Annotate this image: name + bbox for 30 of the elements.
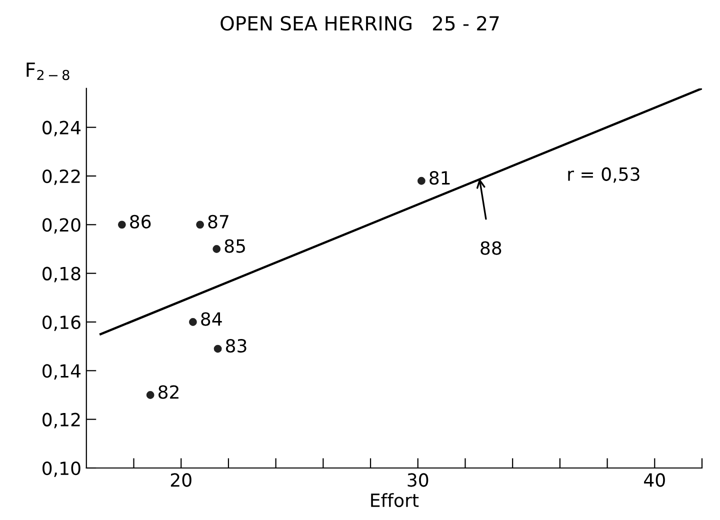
y-tick-label: 0,12	[42, 412, 80, 428]
annotation: 88	[480, 241, 502, 255]
annotation: r = 0,53	[568, 167, 640, 183]
annotation: 86	[130, 214, 151, 229]
point	[146, 391, 154, 399]
x-tick-label: 20	[170, 473, 192, 487]
x-axis-title: Effort	[371, 493, 419, 508]
annotation: 84	[201, 312, 222, 326]
annotation: 87	[208, 214, 228, 229]
x-tick-label: 40	[644, 473, 665, 487]
y-tick-label: 0,20	[42, 218, 80, 234]
annotation: 82	[158, 385, 178, 399]
x-tick-label: 30	[408, 473, 428, 487]
y-tick-label: 0,10	[42, 461, 80, 477]
point	[118, 220, 126, 229]
point	[188, 318, 197, 326]
point	[214, 344, 222, 353]
annotation: 83	[226, 338, 246, 353]
point	[212, 245, 221, 253]
y-tick-label: 0,18	[42, 266, 80, 282]
y-tick-label: 0,16	[42, 315, 80, 331]
y-axis-title: F$_{2−8}$	[26, 62, 70, 80]
annotation: 85	[224, 239, 245, 253]
y-tick-label: 0,22	[42, 169, 80, 185]
point	[196, 220, 204, 229]
y-tick-label: 0,24	[42, 120, 81, 136]
annotation: 81	[430, 171, 450, 185]
point	[417, 176, 426, 185]
chart-title: OPEN SEA HERRING 25 - 27	[220, 16, 499, 31]
y-tick-label: 0,14	[42, 364, 81, 380]
